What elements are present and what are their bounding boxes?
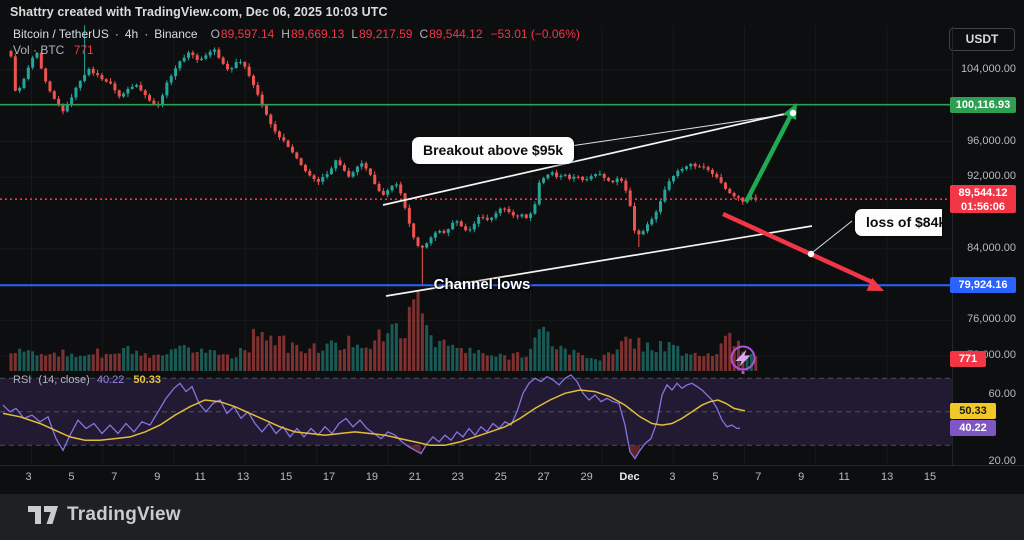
price-tick-label: 96,000.00 (967, 134, 1016, 147)
time-tick-label: 7 (755, 471, 762, 483)
currency-toggle-button[interactable]: USDT (949, 28, 1015, 51)
time-tick-label: 11 (194, 471, 206, 483)
time-tick-label: 15 (923, 471, 937, 483)
price-axis-badge: 771 (950, 351, 986, 367)
rsi-tick-label: 20.00 (988, 455, 1016, 467)
rsi-params: (14, close) (38, 374, 90, 386)
time-tick-label: 7 (111, 471, 118, 483)
time-tick-label: Dec (619, 471, 640, 483)
time-tick-label: 13 (880, 471, 894, 483)
rsi-ma-value: 50.33 (133, 374, 161, 386)
time-tick-label: 9 (154, 471, 161, 483)
tradingview-home-link[interactable]: TradingView (28, 504, 181, 526)
price-tick-label: 76,000.00 (967, 313, 1016, 326)
brand-name: TradingView (67, 504, 181, 525)
time-tick-label: 23 (451, 471, 464, 483)
time-tick-label: 25 (494, 471, 507, 483)
volume-indicator-row[interactable]: Vol · BTC 771 (13, 43, 94, 57)
price-axis-badge: 40.22 (950, 420, 996, 437)
annotation-channel-lows[interactable]: Channel lows (433, 276, 531, 293)
rsi-tick-label: 60.00 (988, 388, 1016, 400)
rsi-indicator-row[interactable]: RSI (14, close) 40.22 50.33 (13, 374, 161, 386)
symbol-name[interactable]: Bitcoin / TetherUS (13, 27, 109, 41)
time-tick-label: 21 (408, 471, 421, 483)
separator: · (144, 27, 149, 41)
time-tick-label: 3 (669, 471, 676, 483)
price-axis-badge: 50.33 (950, 403, 996, 420)
close-value: 89,544.12 (429, 27, 483, 41)
separator: · (114, 27, 119, 41)
volume-value: 771 (73, 43, 94, 57)
open-label: O (210, 27, 220, 41)
annotation-loss-84k[interactable]: loss of $84k sup (855, 209, 942, 236)
annotation-breakout[interactable]: Breakout above $95k (412, 137, 575, 164)
price-axis-divider (952, 26, 953, 465)
close-label: C (419, 27, 429, 41)
attribution-text: Shattry created with TradingView.com, De… (10, 5, 388, 19)
open-value: 89,597.14 (220, 27, 275, 41)
time-tick-label: 3 (25, 471, 32, 483)
time-tick-label: 11 (838, 471, 850, 483)
low-label: L (351, 27, 359, 41)
change-value: −53.01 (−0.06%) (490, 27, 580, 41)
price-axis-badge: 79,924.16 (950, 277, 1016, 294)
interval-value[interactable]: 4h (124, 27, 139, 41)
time-tick-label: 17 (322, 471, 336, 483)
time-axis-divider (0, 465, 1024, 466)
bottom-toolbar: TradingView (0, 494, 1024, 540)
time-tick-label: 29 (580, 471, 593, 483)
time-tick-label: 5 (712, 471, 719, 483)
price-tick-label: 84,000.00 (967, 241, 1016, 254)
time-tick-label: 9 (798, 471, 805, 483)
time-tick-label: 15 (279, 471, 293, 483)
time-tick-label: 5 (68, 471, 75, 483)
rsi-label: RSI (13, 374, 32, 386)
high-value: 89,669.13 (290, 27, 345, 41)
price-tick-label: 92,000.00 (967, 170, 1016, 183)
rsi-value: 40.22 (96, 374, 125, 386)
time-tick-label: 13 (237, 471, 250, 483)
time-tick-label: 19 (365, 471, 379, 483)
price-tick-label: 104,000.00 (960, 63, 1016, 75)
symbol-info-row[interactable]: Bitcoin / TetherUS · 4h · Binance O 89,59… (13, 27, 580, 41)
high-label: H (281, 27, 290, 41)
price-axis-badge: 100,116.93 (950, 96, 1016, 113)
low-value: 89,217.59 (359, 27, 413, 41)
tradingview-logo-icon (28, 506, 58, 524)
exchange-name: Binance (154, 27, 198, 41)
price-axis-badge: 89,544.12 01:56:06 (950, 185, 1016, 214)
volume-label: Vol · BTC (13, 43, 65, 57)
time-tick-label: 27 (537, 471, 550, 483)
